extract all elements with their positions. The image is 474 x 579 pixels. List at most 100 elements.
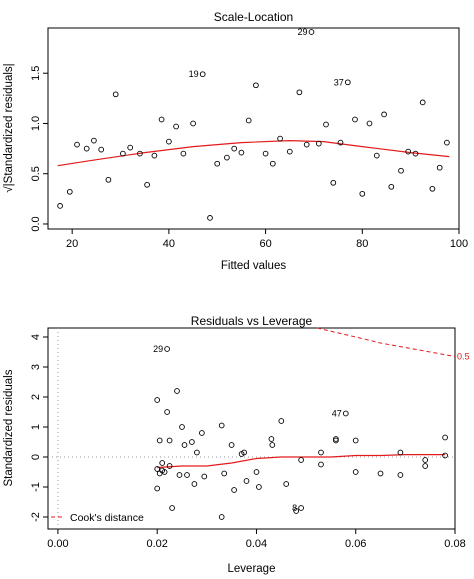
data-point xyxy=(352,116,358,123)
data-point xyxy=(373,152,380,159)
data-point xyxy=(214,160,221,167)
data-point xyxy=(173,123,179,130)
data-point xyxy=(161,469,168,475)
x-axis-label: Fitted values xyxy=(221,260,286,272)
data-point xyxy=(419,99,426,106)
smoother-line xyxy=(57,139,450,167)
data-point xyxy=(169,505,175,511)
data-point xyxy=(190,120,196,127)
data-point xyxy=(422,457,429,463)
data-point xyxy=(283,481,290,487)
scale-location-panel: Scale-Location Fitted values √|Standardi… xyxy=(2,10,468,272)
data-point xyxy=(397,472,404,478)
chart-title: Residuals vs Leverage xyxy=(191,314,313,328)
data-point xyxy=(66,188,73,195)
data-point xyxy=(397,449,404,456)
point-label: 29 xyxy=(297,27,307,37)
data-point xyxy=(228,442,235,448)
x-tick-label: 40 xyxy=(163,238,175,250)
residuals-leverage-panel: Residuals vs Leverage Leverage Standardi… xyxy=(3,314,470,575)
y-tick-label: 0.5 xyxy=(30,166,42,181)
data-point xyxy=(422,463,429,469)
x-tick-label: 0.00 xyxy=(47,538,68,550)
points-group xyxy=(57,29,450,221)
data-point xyxy=(442,434,448,441)
data-point xyxy=(318,461,324,468)
data-point xyxy=(352,469,359,475)
legend-box xyxy=(49,508,52,511)
y-tick-label: 1 xyxy=(30,424,42,430)
y-tick-label: 2 xyxy=(30,394,42,400)
data-point xyxy=(298,457,304,463)
x-tick-label: 80 xyxy=(356,238,368,250)
y-tick-label: 0 xyxy=(30,454,42,460)
data-point xyxy=(315,140,322,147)
data-point xyxy=(277,135,283,142)
point-label: 47 xyxy=(332,409,342,419)
x-tick-label: 0.02 xyxy=(146,538,167,550)
y-axis: 0.0 0.5 1.0 1.5 xyxy=(30,66,48,232)
y-tick-label: 1.5 xyxy=(30,66,42,81)
x-tick-label: 0.04 xyxy=(246,538,267,550)
data-point xyxy=(181,442,188,448)
data-point xyxy=(330,179,337,186)
data-point xyxy=(405,148,412,155)
data-point xyxy=(166,138,172,145)
data-point xyxy=(176,472,183,478)
x-tick-label: 100 xyxy=(450,238,468,250)
data-point xyxy=(245,117,252,124)
y-axis-label: Standardized residuals xyxy=(3,369,15,486)
point-label: 29 xyxy=(153,344,163,354)
data-point xyxy=(308,29,315,35)
data-point xyxy=(120,150,126,157)
y-tick-label: -2 xyxy=(30,512,42,522)
point-labels-group: 29 19 37 xyxy=(189,27,344,87)
data-point xyxy=(318,449,324,456)
data-point xyxy=(154,485,161,492)
data-point xyxy=(158,116,165,123)
data-point xyxy=(184,472,190,478)
data-point xyxy=(218,514,225,520)
data-point xyxy=(359,190,366,197)
data-point xyxy=(154,466,161,472)
x-tick-label: 0.08 xyxy=(444,538,465,550)
x-tick-label: 20 xyxy=(66,238,78,250)
y-axis-label: √|Standardized residuals| xyxy=(2,63,15,192)
smoother-group xyxy=(157,454,446,469)
cooks-contour-label: 0.5 xyxy=(457,352,470,362)
plot-frame xyxy=(47,27,460,230)
data-point xyxy=(296,89,303,96)
data-point xyxy=(333,436,339,442)
point-label: 37 xyxy=(334,77,344,87)
y-tick-label: 0.0 xyxy=(30,216,42,231)
data-point xyxy=(164,346,170,352)
data-point xyxy=(303,141,310,148)
data-point xyxy=(137,150,143,157)
data-point xyxy=(221,470,228,477)
data-point xyxy=(174,388,180,394)
chart-title: Scale-Location xyxy=(214,10,293,24)
data-point xyxy=(412,150,419,157)
data-point xyxy=(151,152,158,159)
y-tick-label: 1.0 xyxy=(30,116,42,131)
data-point xyxy=(429,185,436,192)
data-point xyxy=(398,167,404,174)
data-point xyxy=(262,150,269,157)
data-point xyxy=(164,409,170,415)
data-point xyxy=(144,181,150,188)
data-point xyxy=(253,469,260,475)
y-tick-label: 4 xyxy=(30,334,42,340)
data-point xyxy=(218,422,225,429)
data-point xyxy=(444,139,450,146)
data-point xyxy=(207,215,213,221)
data-point xyxy=(199,71,206,78)
data-point xyxy=(112,91,119,98)
data-point xyxy=(344,79,351,86)
data-point xyxy=(191,481,198,487)
data-point xyxy=(57,203,63,209)
data-point xyxy=(105,176,112,183)
data-point xyxy=(269,442,276,448)
x-axis: 0.00 0.02 0.04 0.06 0.08 xyxy=(47,529,466,550)
data-point xyxy=(342,410,349,417)
